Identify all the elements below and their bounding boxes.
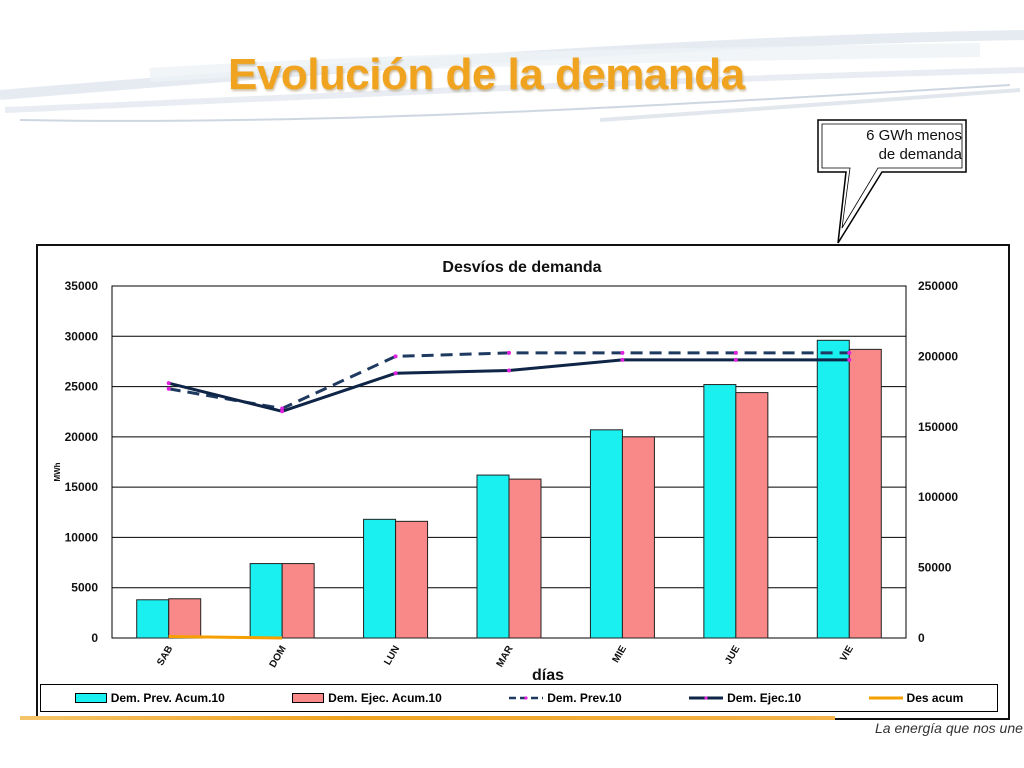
y-tick-label-right: 0 — [918, 631, 925, 645]
point-dem-prev — [393, 354, 398, 359]
legend-swatch-ejec-acum — [292, 693, 325, 703]
y-tick-label-left: 35000 — [65, 279, 99, 293]
point-dem-ejec — [733, 357, 738, 362]
legend-line-ejec — [689, 696, 724, 700]
footer-tagline: La energía que nos une — [875, 720, 1023, 736]
x-tick-label: SAB — [155, 644, 175, 668]
bar-dem-prev-acum — [703, 384, 737, 639]
y-tick-label-left: 20000 — [65, 430, 99, 444]
x-tick-label: DOM — [268, 644, 289, 670]
legend-line-prev — [509, 696, 544, 700]
y-tick-label-left: 15000 — [65, 480, 99, 494]
point-dem-prev — [166, 386, 171, 391]
bar-dem-ejec-acum — [395, 520, 429, 639]
callout-line-1: 6 GWh menos — [866, 127, 962, 144]
point-dem-ejec — [620, 357, 625, 362]
bar-dem-prev-acum — [816, 339, 850, 639]
legend-item-des: Des acum — [868, 691, 964, 705]
legend-label-ejec: Dem. Ejec.10 — [727, 691, 802, 705]
x-tick-label: LUN — [382, 644, 402, 667]
bar-dem-prev-acum — [363, 518, 397, 639]
bar-dem-prev-acum — [249, 563, 283, 639]
footer-accent-line — [20, 716, 835, 720]
bar-dem-ejec-acum — [508, 478, 542, 639]
bar-dem-ejec-acum — [735, 392, 769, 639]
point-dem-ejec — [280, 409, 285, 414]
point-dem-ejec — [847, 357, 852, 362]
y-tick-label-left: 25000 — [65, 380, 99, 394]
y-tick-label-right: 100000 — [918, 490, 958, 504]
point-dem-ejec — [507, 368, 511, 373]
x-tick-label: VIE — [838, 644, 856, 664]
legend-label-des: Des acum — [906, 691, 964, 705]
chart-legend: Dem. Prev. Acum.10 Dem. Ejec. Acum.10 De… — [40, 684, 998, 712]
point-dem-ejec — [393, 371, 398, 376]
x-tick-label: MAR — [495, 643, 516, 669]
y-axis-label: MWh — [53, 462, 62, 481]
y-tick-label-right: 150000 — [918, 420, 958, 434]
point-dem-ejec — [166, 381, 171, 386]
point-dem-prev — [507, 350, 511, 355]
y-tick-label-right: 50000 — [918, 561, 952, 575]
legend-item-prev-acum: Dem. Prev. Acum.10 — [74, 691, 225, 705]
slide-title: Evolución de la demanda — [228, 50, 745, 99]
y-tick-label-left: 30000 — [65, 329, 99, 343]
chart-area: Desvíos de demanda 0 5000 10000 15000 20000 25… — [53, 259, 958, 684]
y-tick-label-left: 0 — [91, 631, 98, 645]
chart-title: Desvíos de demanda — [442, 259, 601, 276]
x-axis-label: días — [532, 667, 564, 684]
point-dem-prev — [847, 350, 852, 355]
bar-dem-prev-acum — [476, 474, 510, 639]
bar-dem-ejec-acum — [848, 348, 882, 639]
legend-line-des — [868, 696, 903, 700]
legend-swatch-prev-acum — [74, 693, 107, 703]
y-tick-label-left: 10000 — [65, 530, 99, 544]
callout-line-2: de demanda — [878, 146, 962, 163]
x-tick-label: MIE — [611, 644, 630, 665]
legend-label-ejec-acum: Dem. Ejec. Acum.10 — [328, 691, 442, 705]
callout-text: 6 GWh menos de demanda — [822, 126, 962, 164]
chart-frame: Desvíos de demanda 0 5000 10000 15000 20000 25… — [36, 244, 1010, 720]
point-dem-prev — [733, 350, 738, 355]
legend-item-ejec-acum: Dem. Ejec. Acum.10 — [292, 691, 442, 705]
bar-dem-ejec-acum — [168, 598, 202, 639]
bar-dem-prev-acum — [136, 599, 170, 639]
legend-label-prev-acum: Dem. Prev. Acum.10 — [110, 691, 225, 705]
y-tick-label-right: 200000 — [918, 349, 958, 363]
y-tick-label-right: 250000 — [918, 279, 958, 293]
legend-item-prev: Dem. Prev.10 — [509, 691, 622, 705]
bar-dem-prev-acum — [589, 429, 623, 639]
legend-label-prev: Dem. Prev.10 — [547, 691, 622, 705]
bar-dem-ejec-acum — [281, 563, 315, 639]
bar-dem-ejec-acum — [621, 436, 655, 639]
x-tick-label: JUE — [723, 644, 742, 667]
line-des-acum — [168, 634, 283, 640]
y-tick-label-left: 5000 — [71, 581, 98, 595]
point-dem-prev — [620, 350, 625, 355]
legend-item-ejec: Dem. Ejec.10 — [689, 691, 801, 705]
